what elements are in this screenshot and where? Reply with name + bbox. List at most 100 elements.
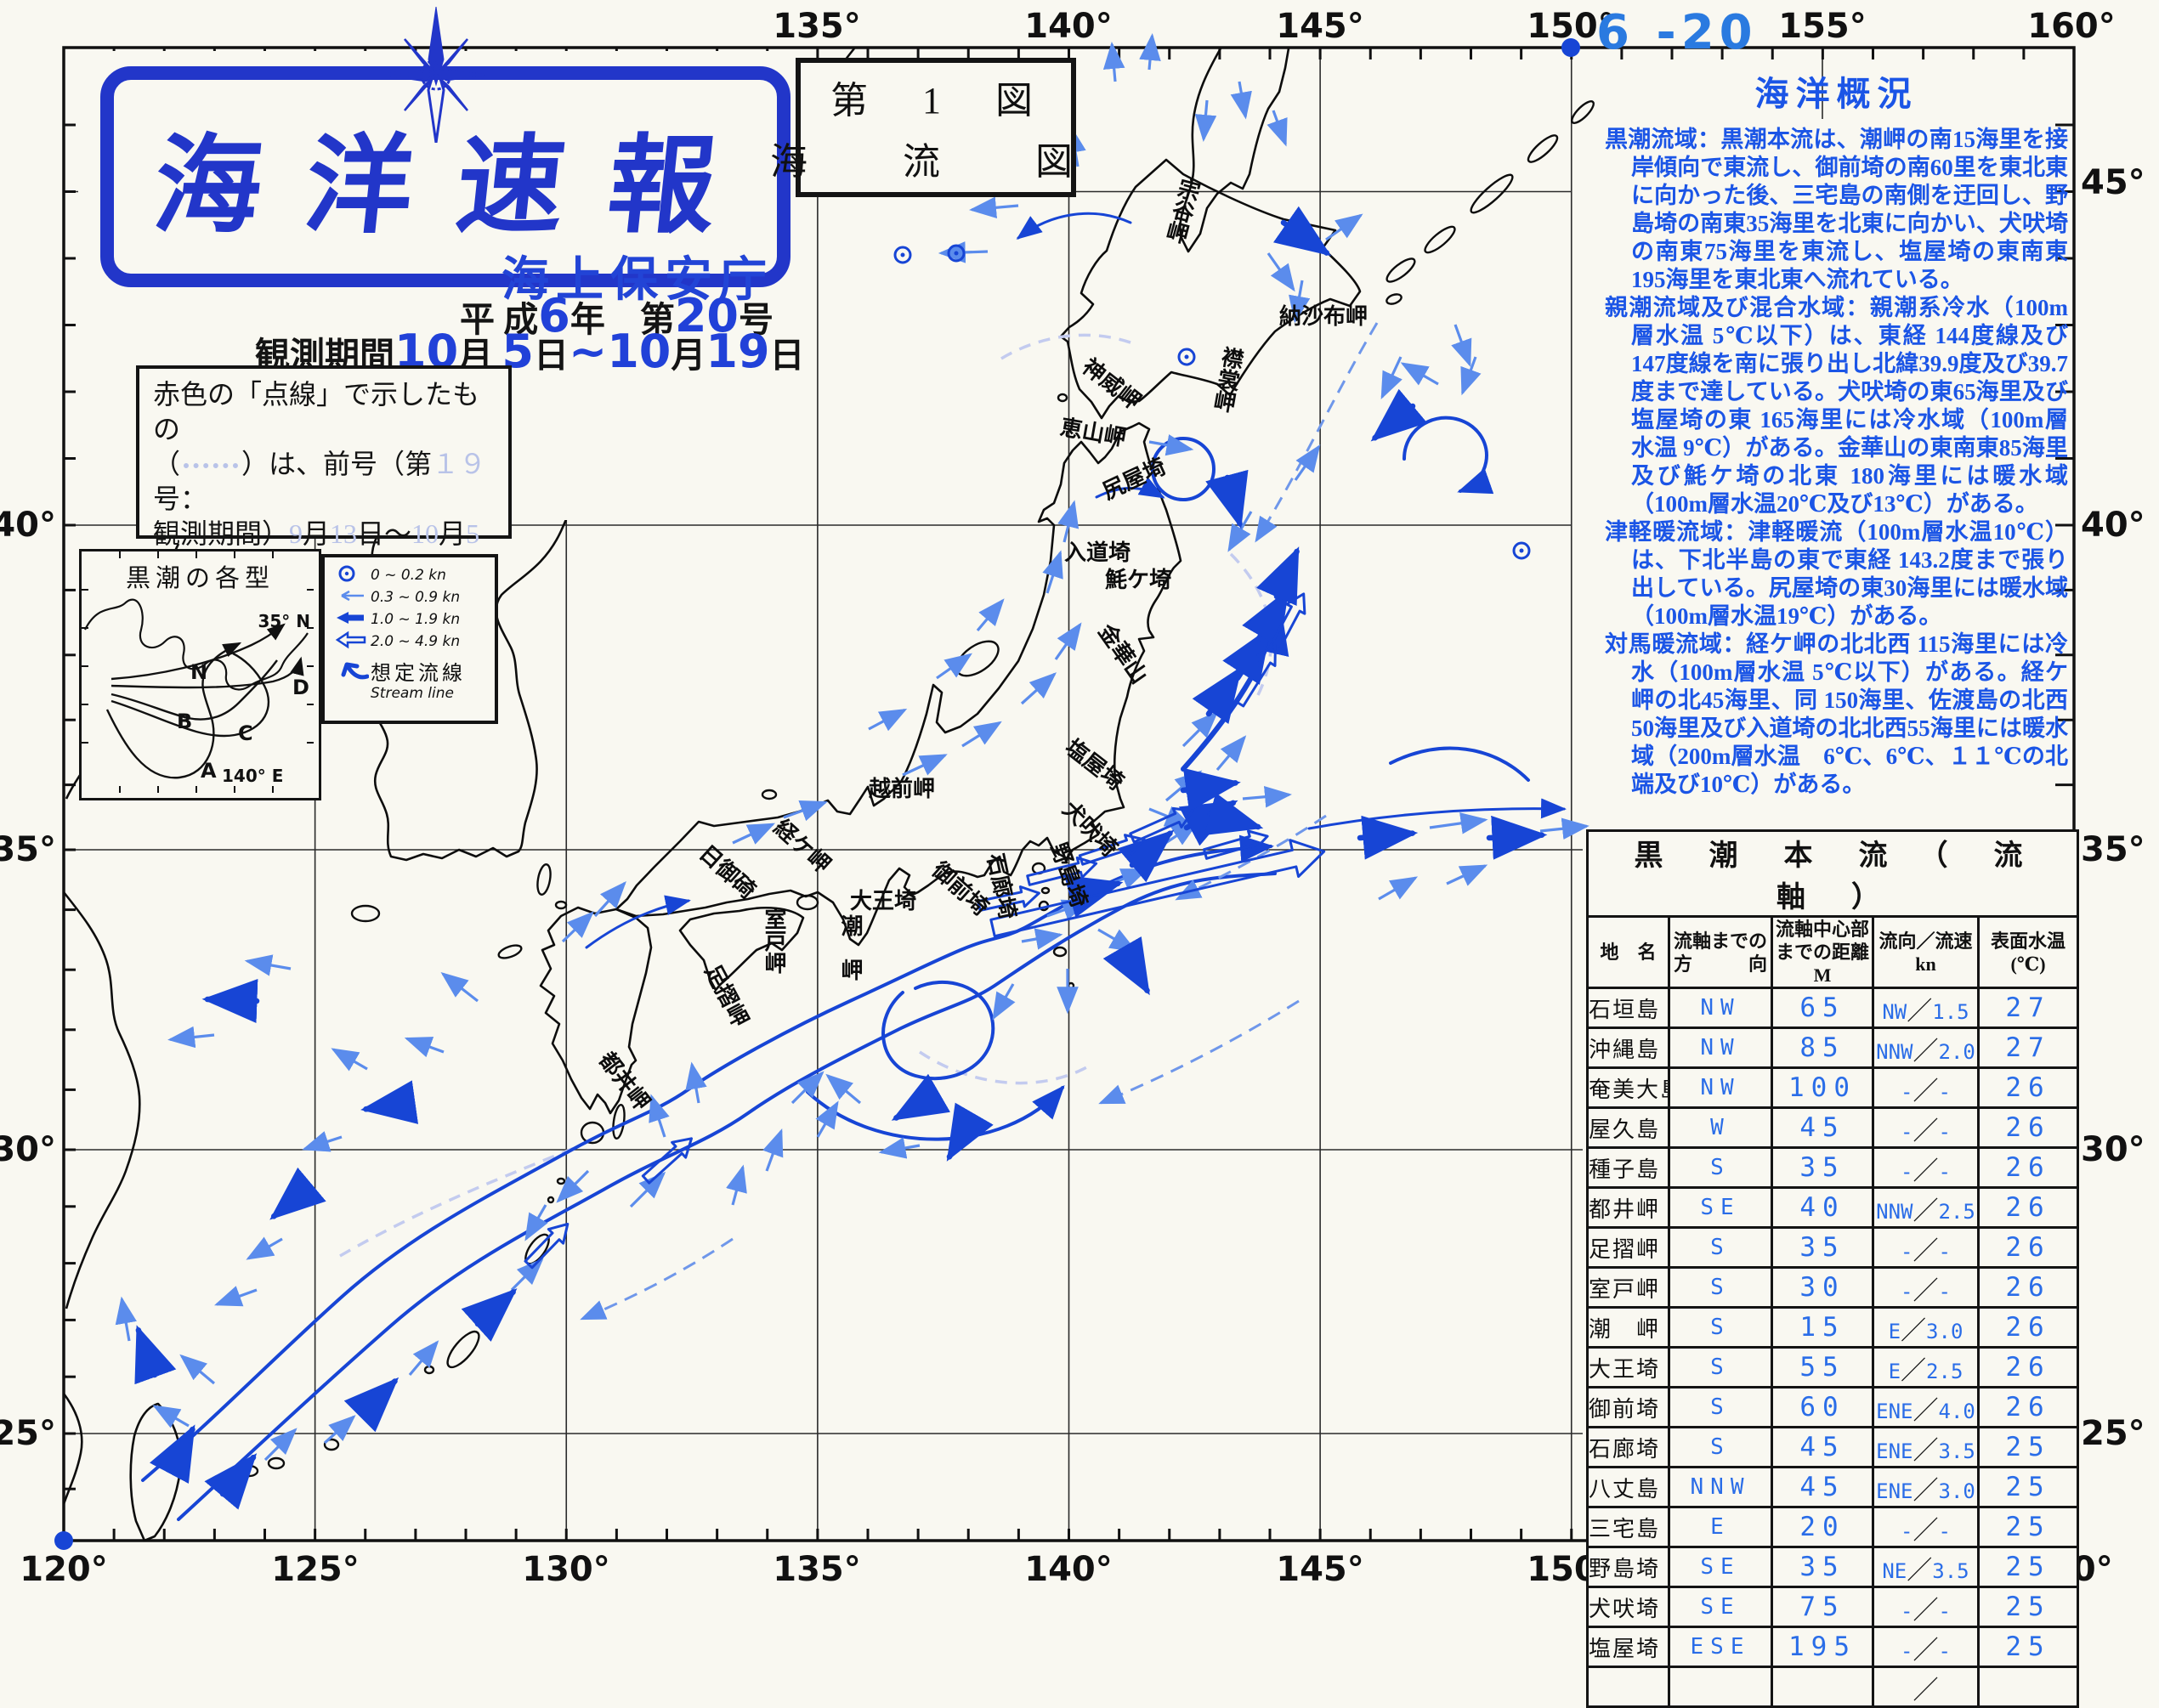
compass-rose-icon: [384, 7, 488, 143]
cape-label: 越前岬: [869, 777, 936, 801]
axis-top-label: 135°: [773, 7, 861, 46]
cell-axis-distance: 45: [1771, 1106, 1874, 1149]
cell-axis-direction: S: [1668, 1146, 1773, 1189]
cell-place-name: 野島埼: [1586, 1546, 1670, 1588]
text-segment: 20: [674, 289, 739, 342]
axis-right-label: 30°: [2081, 1130, 2145, 1169]
cell-surface-temp: 25: [1976, 1506, 2080, 1548]
text-segment: 年: [570, 300, 605, 339]
axis-top-label: 150°: [1527, 7, 1615, 46]
note-segment: 13: [330, 518, 358, 549]
overview-paragraph: 親潮流域及び混合水域：親潮系冷水（100m層水温 5℃以下）は、東経 144度線…: [1605, 295, 2068, 517]
table-row: 足摺岬 S 35 -／- 26: [1586, 1226, 2080, 1269]
table-row: 屋久島 W 45 -／- 26: [1586, 1106, 2080, 1149]
cell-axis-distance: 15: [1771, 1306, 1874, 1349]
axis-top-label: 155°: [1778, 7, 1867, 46]
legend-stream-label-en: Stream line: [371, 685, 454, 702]
text-segment: 日: [769, 336, 805, 375]
cell-flow-dir-speed: NW／1.5: [1872, 987, 1980, 1029]
cell-place-name: 潮 岬: [1586, 1306, 1670, 1349]
cell-axis-direction: SE: [1668, 1546, 1773, 1588]
legend-row: 2.0 ~ 4.9 kn: [333, 631, 486, 653]
ocean-overview-panel: 海洋概況 黒潮流域：黒潮本流は、潮岬の南15海里を接岸傾向で東流し、御前埼の南6…: [1605, 66, 2068, 799]
table-column-header: 表面水温 (℃): [1976, 915, 2080, 989]
cape-label: 納沙布岬: [1279, 304, 1368, 329]
note-line: 赤色の「点線」で示したもの: [153, 377, 495, 447]
cell-flow-dir-speed: ／: [1872, 1666, 1980, 1708]
table-column-header: 地 名: [1586, 915, 1670, 989]
overview-paragraph: 津軽暖流域：津軽暖流（100m層水温10℃）は、下北半島の東で東経 143.2度…: [1605, 519, 2068, 629]
note-line: （ ）は、前号（第１９ 号：: [153, 447, 495, 517]
agency-name: 海上保安庁: [502, 254, 774, 307]
cell-place-name: 奄美大島: [1586, 1066, 1670, 1109]
cell-place-name: 都井岬: [1586, 1186, 1670, 1229]
cell-axis-distance: 60: [1771, 1386, 1874, 1428]
cell-surface-temp: 25: [1976, 1426, 2080, 1468]
table-row: 種子島 S 35 -／- 26: [1586, 1146, 2080, 1189]
cell-axis-distance: 45: [1771, 1426, 1874, 1468]
cell-axis-distance: [1771, 1666, 1874, 1708]
cell-axis-direction: W: [1668, 1106, 1773, 1149]
cell-axis-direction: S: [1668, 1266, 1773, 1309]
axis-left-label: 30°: [0, 1130, 56, 1169]
cell-axis-direction: S: [1668, 1346, 1773, 1388]
cell-flow-dir-speed: E／2.5: [1872, 1346, 1980, 1388]
table-row: ／: [1586, 1666, 2080, 1708]
axis-top-label: 140°: [1024, 7, 1113, 46]
cell-axis-distance: 85: [1771, 1026, 1874, 1069]
cell-flow-dir-speed: -／-: [1872, 1066, 1980, 1109]
cell-surface-temp: 25: [1976, 1626, 2080, 1668]
station-circle-icon: [333, 564, 371, 587]
cell-axis-direction: SE: [1668, 1186, 1773, 1229]
issue-line: 平 成6年 第20号: [366, 289, 774, 342]
legend-range-label: 1.0 ~ 1.9 kn: [371, 611, 461, 628]
text-segment: 6: [538, 289, 570, 342]
cell-flow-dir-speed: -／-: [1872, 1106, 1980, 1149]
cell-axis-direction: SE: [1668, 1586, 1773, 1628]
cell-flow-dir-speed: ENE／3.0: [1872, 1466, 1980, 1508]
table-row: 塩屋埼 ESE 195 -／- 25: [1586, 1626, 2080, 1668]
table-row: 御前埼 S 60 ENE／4.0 26: [1586, 1386, 2080, 1428]
overview-title: 海洋概況: [1754, 75, 1918, 113]
current-speed-legend: 0 ~ 0.2 kn 0.3 ~ 0.9 kn 1.0 ~ 1.9 kn 2.0 ~ …: [321, 554, 498, 724]
overview-paragraph: 黒潮流域：黒潮本流は、潮岬の南15海里を接岸傾向で東流し、御前埼の南60里を東北…: [1605, 127, 2068, 292]
note-segment: 日～: [357, 518, 412, 549]
cell-place-name: 犬吠埼: [1586, 1586, 1670, 1628]
legend-row: 1.0 ~ 1.9 kn: [333, 608, 486, 631]
cell-axis-distance: 195: [1771, 1626, 1874, 1668]
cell-axis-direction: NW: [1668, 1026, 1773, 1069]
table-column-header: 流軸中心部 までの距離M: [1771, 915, 1874, 989]
cell-axis-distance: 55: [1771, 1346, 1874, 1388]
table-row: 沖縄島 NW 85 NNW／2.0 27: [1586, 1026, 2080, 1069]
table-row: 都井岬 SE 40 NNW／2.5 26: [1586, 1186, 2080, 1229]
axis-right-label: 45°: [2081, 163, 2145, 202]
table-row: 犬吠埼 SE 75 -／- 25: [1586, 1586, 2080, 1628]
table-row: 八丈島 NNW 45 ENE／3.0 25: [1586, 1466, 2080, 1508]
cell-axis-distance: 65: [1771, 987, 1874, 1029]
kuroshio-types-curves: [82, 551, 314, 793]
cell-axis-distance: 40: [1771, 1186, 1874, 1229]
cell-surface-temp: 26: [1976, 1186, 2080, 1229]
figure-number: 第 1 図: [830, 80, 1041, 122]
table-column-header: 流軸までの方 向: [1668, 915, 1773, 989]
cell-axis-direction: S: [1668, 1386, 1773, 1428]
cell-surface-temp: 27: [1976, 1026, 2080, 1069]
cell-surface-temp: 26: [1976, 1066, 2080, 1109]
cell-flow-dir-speed: -／-: [1872, 1626, 1980, 1668]
cell-place-name: 室戸岬: [1586, 1266, 1670, 1309]
cell-place-name: 石廊埼: [1586, 1426, 1670, 1468]
cell-place-name: 沖縄島: [1586, 1026, 1670, 1069]
axis-bottom-label: 125°: [271, 1550, 360, 1589]
note-segment: １９: [432, 449, 487, 479]
inset-curve-label: B: [177, 710, 193, 733]
figure-number-box: 第 1 図 海 流 図: [770, 58, 1076, 197]
cell-axis-distance: 35: [1771, 1546, 1874, 1588]
axis-left-label: 35°: [0, 830, 56, 869]
cell-axis-direction: NW: [1668, 987, 1773, 1029]
table-row: 石垣島 NW 65 NW／1.5 27: [1586, 987, 2080, 1029]
report-title-box: 海洋速報: [100, 66, 790, 287]
legend-row: 0 ~ 0.2 kn: [333, 564, 486, 586]
cell-surface-temp: 26: [1976, 1106, 2080, 1149]
figure-name: 海 流 図: [770, 141, 1102, 183]
